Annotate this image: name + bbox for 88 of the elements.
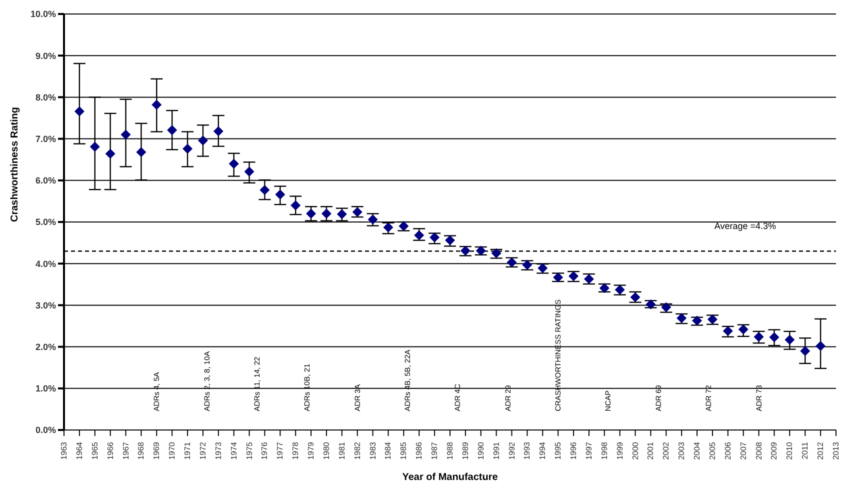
point — [152, 100, 162, 110]
y-tick-label: 4.0% — [35, 258, 56, 269]
x-tick-label: 1980 — [322, 441, 331, 460]
point — [167, 125, 178, 136]
y-tick-label: 1.0% — [35, 384, 56, 394]
x-tick-label: 1986 — [414, 441, 424, 460]
x-tick-label: 1967 — [121, 441, 130, 460]
x-tick-label: 1995 — [554, 441, 563, 460]
y-tick-label: 7.0% — [35, 134, 56, 144]
x-tick-label: 1981 — [337, 441, 346, 460]
x-tick-label: 2001 — [646, 441, 656, 460]
x-tick-label: 1992 — [507, 441, 516, 460]
y-tick-label: 9.0% — [35, 50, 56, 61]
y-tick-label: 5.0% — [35, 217, 56, 228]
ref-line-label: Average =4.3% — [714, 221, 776, 232]
x-tick-label: 1965 — [90, 441, 100, 460]
x-axis-title: Year of Manufacture — [402, 472, 498, 483]
x-tick-label: 1994 — [538, 441, 548, 460]
point — [275, 190, 286, 200]
x-tick-label: 2011 — [800, 441, 810, 460]
point — [198, 135, 208, 146]
x-tick-label: 2000 — [630, 441, 640, 460]
x-tick-label: 1973 — [214, 441, 223, 460]
x-tick-label: 2002 — [662, 441, 671, 460]
point — [306, 208, 316, 219]
x-tick-label: 1997 — [584, 441, 594, 460]
x-tick-label: 1991 — [492, 441, 501, 460]
point — [228, 158, 239, 169]
x-tick-label: 2006 — [723, 441, 732, 460]
x-tick-label: 2012 — [816, 441, 826, 460]
x-tick-label: 2010 — [785, 441, 794, 460]
x-tick-label: 1964 — [74, 441, 84, 460]
point — [244, 166, 254, 177]
y-tick-label: 0.0% — [35, 425, 56, 436]
y-axis-title: Crashworthiness Rating — [10, 106, 21, 222]
x-tick-label: 1984 — [384, 441, 393, 460]
x-tick-label: 2008 — [754, 441, 764, 460]
x-tick-label: 2007 — [738, 441, 748, 460]
x-tick-label: 2013 — [832, 441, 840, 460]
x-tick-label: 1974 — [229, 441, 238, 460]
x-tick-label: 1966 — [106, 441, 115, 460]
point — [816, 340, 826, 351]
y-tick-label: 8.0% — [35, 92, 56, 102]
x-tick-label: 1978 — [291, 441, 300, 460]
x-tick-label: 2005 — [708, 441, 717, 460]
x-tick-label: 1969 — [152, 441, 162, 460]
point — [784, 334, 795, 345]
point — [213, 126, 224, 136]
y-tick-label: 6.0% — [35, 176, 56, 186]
point — [692, 316, 702, 326]
point — [738, 324, 748, 334]
x-tick-label: 1963 — [60, 441, 68, 460]
x-tick-label: 1977 — [276, 441, 285, 460]
x-tick-label: 1993 — [522, 441, 532, 460]
x-tick-label: 2004 — [692, 441, 702, 460]
x-tick-label: 2003 — [677, 441, 686, 460]
point — [136, 147, 146, 158]
x-tick-label: 1968 — [136, 441, 146, 460]
x-tick-label: 1972 — [198, 441, 208, 460]
x-tick-label: 1990 — [476, 441, 486, 460]
point — [800, 346, 810, 356]
x-tick-label: 1970 — [168, 441, 177, 460]
point — [321, 208, 332, 219]
x-tick-label: 1971 — [183, 441, 192, 460]
point — [74, 106, 84, 116]
point — [182, 144, 193, 154]
point — [260, 184, 270, 195]
x-tick-label: 1987 — [430, 441, 440, 460]
x-tick-label: 1985 — [399, 441, 408, 460]
x-tick-label: 1979 — [306, 441, 316, 460]
y-tick-label: 2.0% — [35, 342, 56, 352]
x-tick-label: 1982 — [352, 441, 362, 460]
x-tick-label: 1988 — [446, 441, 454, 460]
y-tick-label: 3.0% — [35, 300, 56, 310]
y-tick-label: 10.0% — [30, 9, 56, 20]
point — [105, 148, 116, 159]
point — [290, 200, 301, 210]
point — [120, 130, 131, 140]
x-tick-label: 1998 — [600, 441, 609, 460]
x-tick-label: 1976 — [260, 441, 270, 460]
x-tick-label: 1983 — [368, 441, 378, 460]
x-tick-label: 2009 — [770, 441, 779, 460]
x-tick-label: 1989 — [460, 441, 470, 460]
x-tick-label: 1996 — [569, 441, 578, 460]
x-tick-label: 1999 — [615, 441, 624, 460]
point — [90, 142, 100, 152]
point — [769, 332, 780, 342]
x-tick-label: 1975 — [244, 441, 254, 460]
